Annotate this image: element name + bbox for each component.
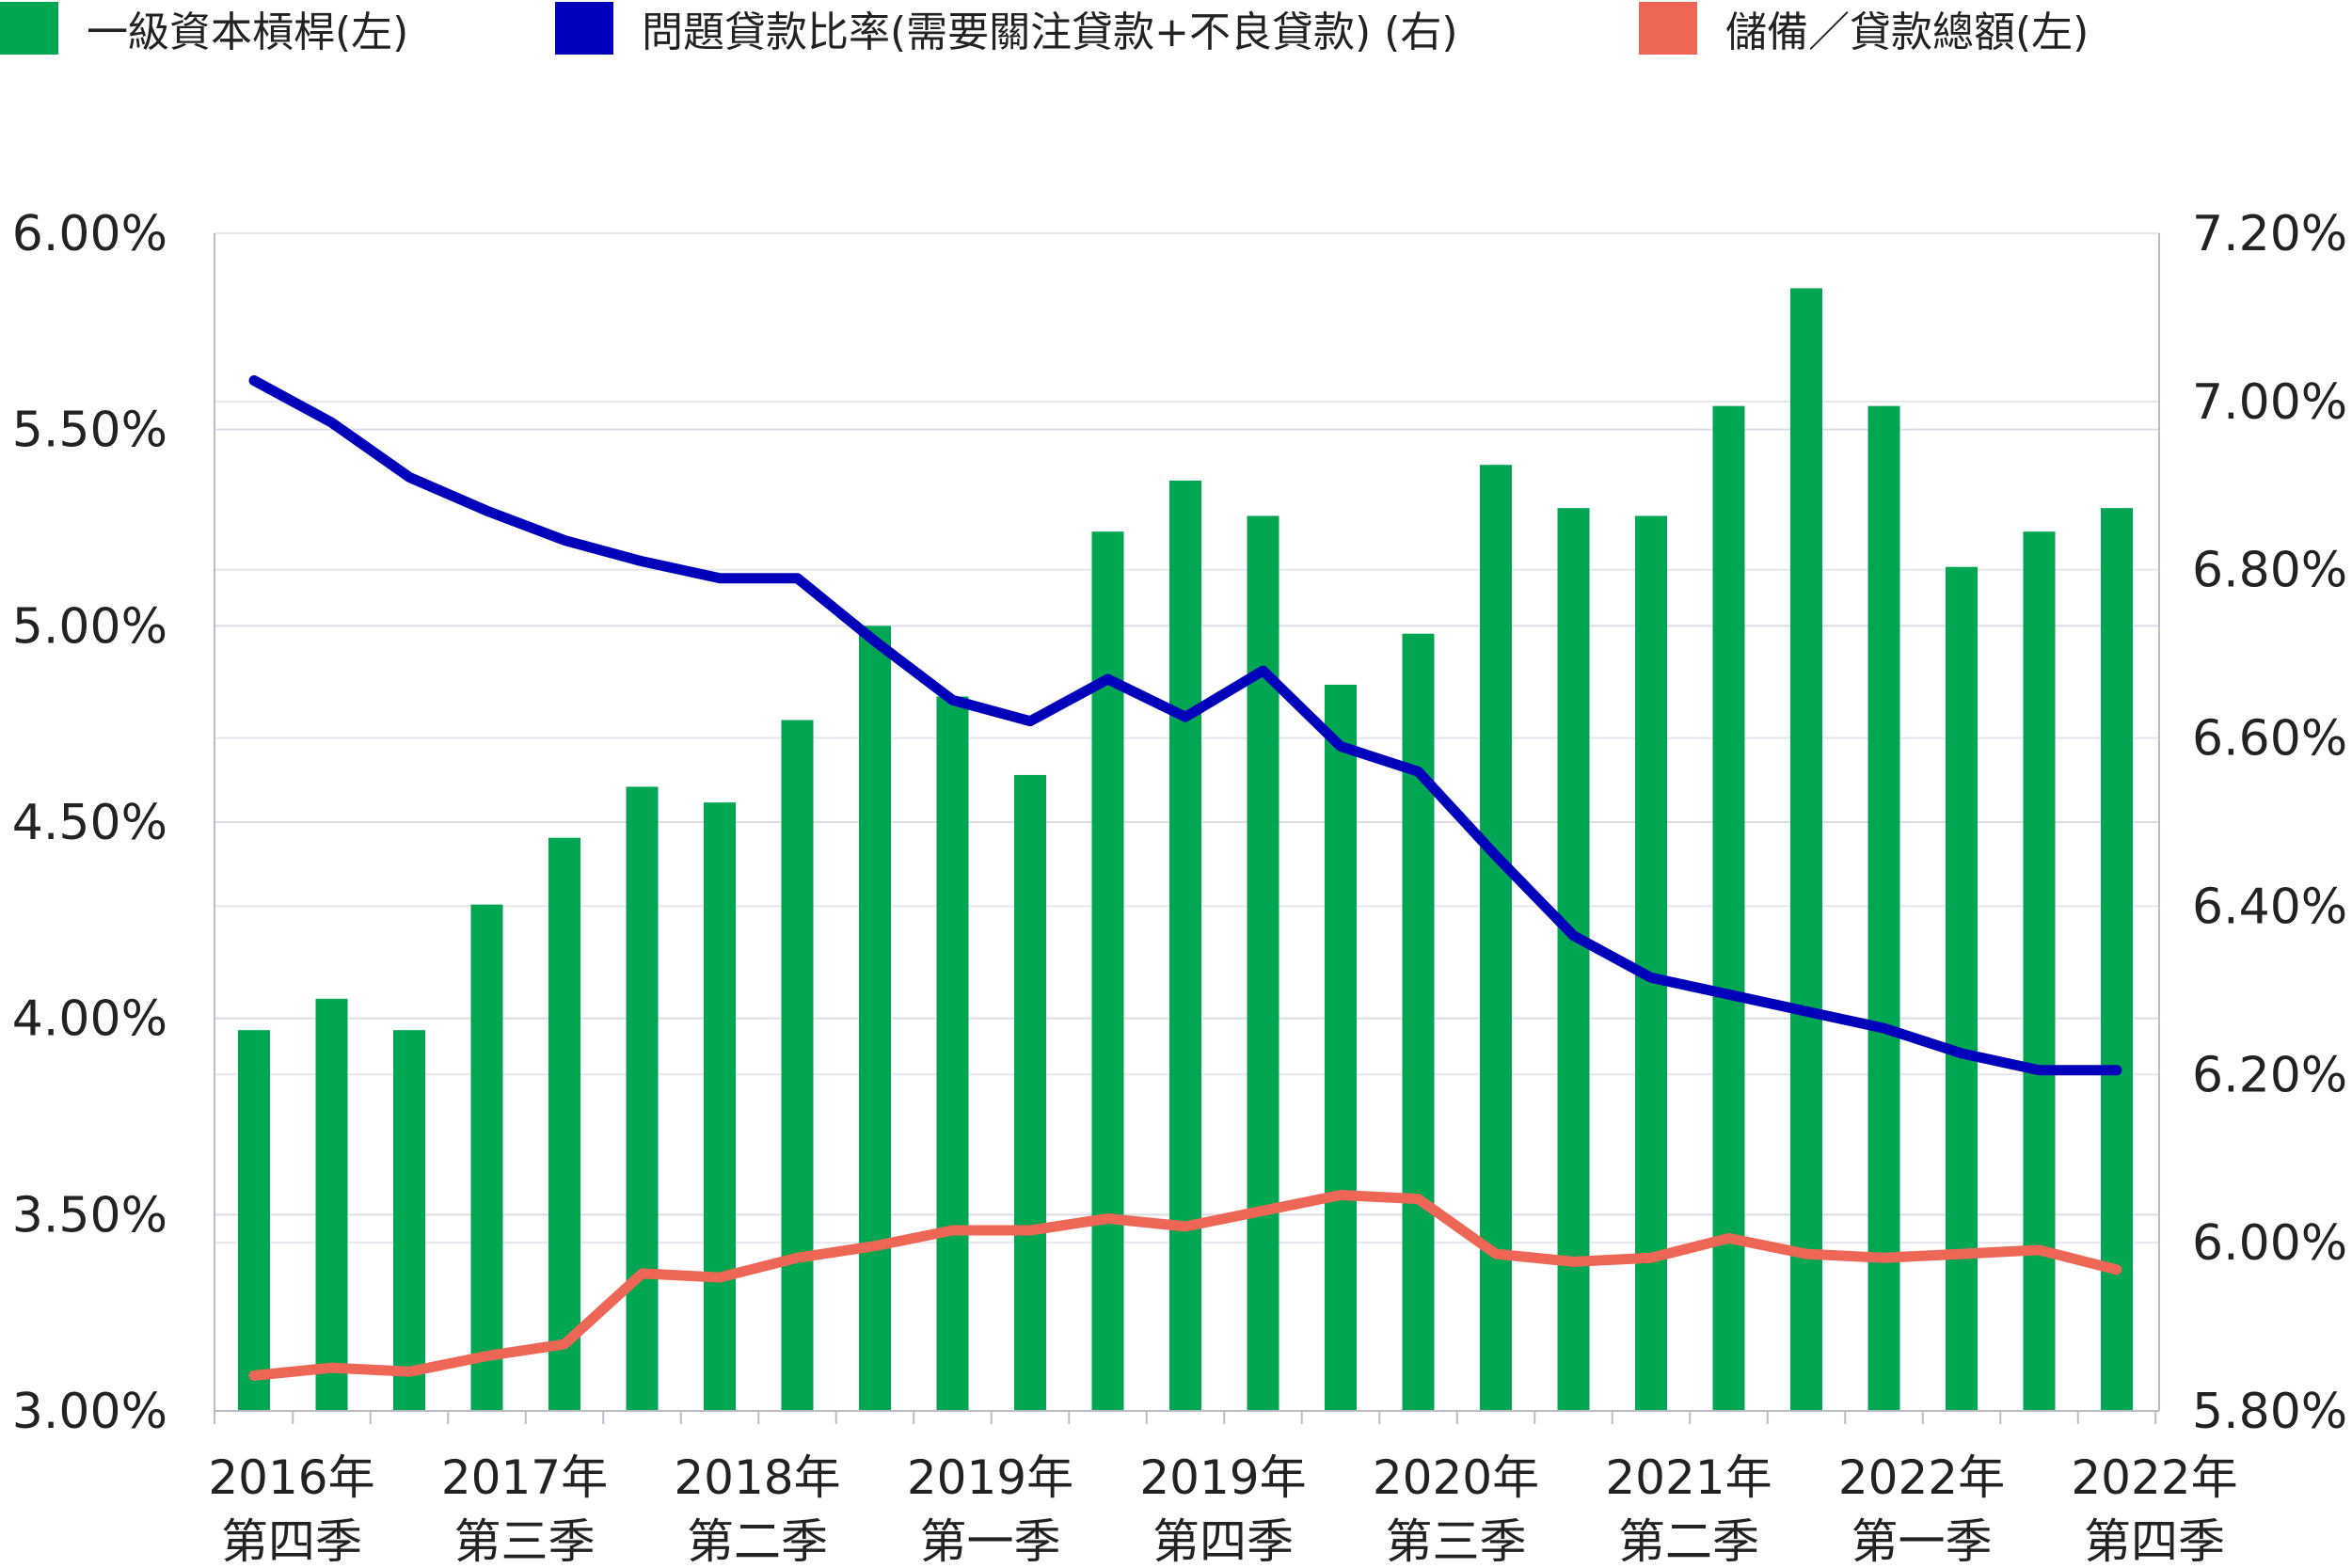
right-tick-label: 6.80%: [2192, 543, 2347, 599]
right-tick-label: 6.60%: [2192, 711, 2347, 768]
x-label-year: 2021年: [1605, 1450, 1772, 1505]
legend-swatch-blue: [555, 2, 613, 55]
bar-tier1-leverage-6: [704, 802, 736, 1411]
x-label-quarter: 第四季: [2084, 1514, 2225, 1568]
right-axis-tick-labels: 5.80% 6.00% 6.20% 6.40% 6.60% 6.80% 7.00% 7.20%: [2192, 206, 2347, 1440]
bar-tier1-leverage-7: [781, 720, 814, 1411]
bar-tier1-leverage-3: [470, 904, 503, 1411]
right-tick-label: 6.20%: [2192, 1047, 2347, 1103]
legend-label: 儲備／貸款總額(左): [1725, 8, 2090, 56]
bar-tier1-leverage-23: [2023, 531, 2056, 1411]
x-label-quarter: 第四季: [221, 1514, 362, 1568]
left-tick-label: 3.00%: [12, 1384, 167, 1440]
x-label-year: 2018年: [674, 1450, 840, 1505]
x-label-year: 2020年: [1373, 1450, 1539, 1505]
left-tick-label: 4.50%: [12, 795, 167, 851]
left-axis-tick-labels: 3.00% 3.50% 4.00% 4.50% 5.00% 5.50% 6.00%: [12, 206, 167, 1440]
x-label-year: 2019年: [1139, 1450, 1306, 1505]
bar-tier1-leverage-8: [859, 626, 891, 1411]
x-label-quarter: 第一季: [920, 1514, 1061, 1568]
bar-tier1-leverage-21: [1867, 405, 1900, 1411]
line-problem-loan-ratio: [248, 375, 2122, 1076]
bar-tier1-leverage-19: [1712, 405, 1745, 1411]
bar-tier1-leverage-4: [548, 837, 580, 1411]
legend-label: 一級資本槓桿(左): [87, 8, 409, 56]
legend-swatch-red: [1639, 2, 1697, 55]
x-label-year: 2017年: [441, 1450, 608, 1505]
legend-item-tier1-leverage: 一級資本槓桿(左): [0, 0, 408, 56]
left-tick-label: 5.50%: [12, 403, 167, 459]
bar-series-tier1-leverage: [238, 288, 2133, 1412]
right-tick-label: 7.20%: [2192, 206, 2347, 262]
right-tick-label: 7.00%: [2192, 374, 2347, 431]
bar-tier1-leverage-22: [1946, 566, 1978, 1411]
bar-tier1-leverage-0: [238, 1030, 270, 1411]
bar-tier1-leverage-16: [1480, 465, 1512, 1411]
left-tick-label: 4.00%: [12, 991, 167, 1048]
legend: 一級資本槓桿(左) 問題貸款比率(需要關注貸款+不良貸款) (右) 儲備／貸款總…: [0, 0, 2352, 66]
x-label-quarter: 第二季: [1618, 1514, 1759, 1568]
right-tick-label: 6.40%: [2192, 879, 2347, 935]
right-tick-label: 6.00%: [2192, 1215, 2347, 1272]
bar-tier1-leverage-11: [1091, 531, 1124, 1411]
left-tick-label: 3.50%: [12, 1187, 167, 1243]
legend-label: 問題貸款比率(需要關注貸款+不良貸款) (右): [642, 8, 1458, 56]
left-tick-label: 5.00%: [12, 598, 167, 655]
bar-tier1-leverage-24: [2101, 508, 2133, 1411]
bar-tier1-leverage-2: [393, 1030, 425, 1411]
bar-tier1-leverage-15: [1402, 633, 1435, 1411]
x-label-quarter: 第四季: [1152, 1514, 1294, 1568]
x-label-year: 2022年: [2071, 1450, 2237, 1505]
bar-tier1-leverage-20: [1790, 288, 1822, 1412]
legend-item-problem-loan-ratio: 問題貸款比率(需要關注貸款+不良貸款) (右): [555, 0, 1458, 56]
bar-tier1-leverage-12: [1169, 480, 1201, 1411]
legend-swatch-green: [0, 2, 58, 55]
left-tick-label: 6.00%: [12, 206, 167, 262]
line-reserves-ratio: [248, 1190, 2122, 1381]
x-label-year: 2016年: [208, 1450, 374, 1505]
legend-item-reserves-ratio: 儲備／貸款總額(左): [1639, 0, 2089, 56]
bar-tier1-leverage-1: [315, 998, 348, 1411]
bar-tier1-leverage-5: [626, 786, 659, 1411]
line-series: [248, 375, 2122, 1381]
bar-tier1-leverage-14: [1325, 684, 1357, 1411]
x-label-year: 2019年: [907, 1450, 1073, 1505]
bar-tier1-leverage-17: [1557, 508, 1590, 1411]
axes: [214, 233, 2160, 1424]
right-tick-label: 5.80%: [2192, 1384, 2347, 1440]
bar-tier1-leverage-18: [1635, 515, 1667, 1411]
bar-tier1-leverage-9: [936, 696, 969, 1411]
x-label-quarter: 第二季: [687, 1514, 828, 1568]
x-label-quarter: 第三季: [1386, 1514, 1527, 1568]
x-label-quarter: 第三季: [454, 1514, 596, 1568]
bar-tier1-leverage-10: [1014, 774, 1046, 1411]
x-label-year: 2022年: [1838, 1450, 2005, 1505]
bar-tier1-leverage-13: [1247, 515, 1279, 1411]
x-label-quarter: 第一季: [1851, 1514, 1993, 1568]
